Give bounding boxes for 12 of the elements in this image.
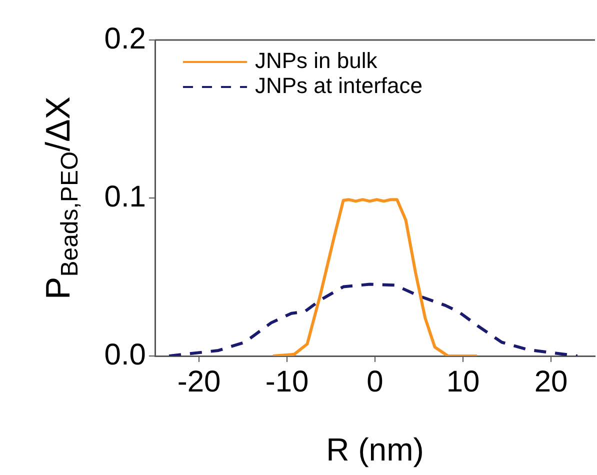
legend-label: JNPs at interface: [255, 73, 423, 98]
x-axis-title: R (nm): [326, 432, 424, 468]
x-tick-label: 20: [534, 365, 568, 398]
y-tick-label: 0.2: [104, 22, 146, 56]
legend-label: JNPs in bulk: [255, 48, 378, 74]
line-series: [168, 282, 579, 356]
y-tick-label: 0.1: [104, 180, 146, 214]
x-tick-label: -20: [177, 365, 221, 398]
y-tick-label: 0.0: [104, 338, 146, 372]
x-tick-label: 0: [366, 365, 384, 398]
x-tick-label: -10: [265, 365, 309, 398]
x-tick-label: 10: [446, 365, 480, 398]
